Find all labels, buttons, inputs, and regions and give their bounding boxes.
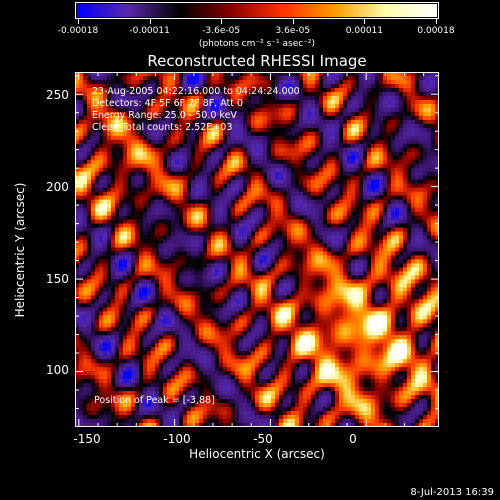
rhessi-image — [75, 72, 439, 427]
colorbar-tick — [221, 19, 223, 24]
x-tick-label: -100 — [163, 432, 191, 446]
x-tick-label: -150 — [73, 432, 101, 446]
info-clean-counts: Clean Total counts: 2.52E+03 — [92, 122, 233, 133]
y-tick-label: 250 — [46, 88, 69, 102]
colorbar-tick-label: -0.00018 — [57, 26, 99, 36]
colorbar-units-label: (photons cm⁻² s⁻¹ asec⁻²) — [198, 39, 316, 49]
x-axis-label: Heliocentric X (arcsec) — [189, 447, 325, 461]
colorbar-tick-label: -3.6e-05 — [202, 26, 241, 36]
y-tick-label: 100 — [46, 363, 69, 377]
info-detectors: Detectors: 4F 5F 6F 7F 8F, Att 0 — [92, 98, 244, 109]
colorbar-tick-label: 0.00011 — [345, 26, 383, 36]
colorbar-tick — [292, 19, 294, 24]
colorbar-tick-label: 3.6e-05 — [275, 26, 311, 36]
colorbar-tick-label: 0.00018 — [417, 26, 455, 36]
y-tick-label: 200 — [46, 180, 69, 194]
info-energy-range: Energy Range: 25.0 - 50.0 keV — [92, 110, 237, 121]
colorbar-tick — [78, 19, 79, 24]
colorbar-tick-label: -0.00011 — [129, 26, 170, 36]
x-tick-label: -50 — [253, 432, 273, 446]
y-axis-label-wrap: Heliocentric Y (arcsec) — [0, 150, 40, 350]
plot-frame — [75, 72, 439, 427]
x-tick-label: 0 — [349, 432, 357, 446]
colorbar-tick — [436, 19, 437, 24]
info-time-range: 23-Aug-2005 04:22:16.000 to 04:24:24.000 — [92, 86, 300, 97]
y-axis-label: Heliocentric Y (arcsec) — [13, 182, 27, 318]
colorbar-tick — [149, 19, 151, 24]
colorbar-gradient — [77, 4, 437, 17]
peak-position-label: Position of Peak = [-3,88] — [94, 395, 215, 406]
colorbar-tick — [364, 19, 366, 24]
colorbar — [75, 2, 439, 19]
timestamp: 8-Jul-2013 16:39 — [410, 487, 494, 498]
rhessi-image-canvas — [75, 72, 439, 427]
plot-title: Reconstructed RHESSI Image — [147, 52, 367, 70]
y-tick-label: 150 — [46, 272, 69, 286]
